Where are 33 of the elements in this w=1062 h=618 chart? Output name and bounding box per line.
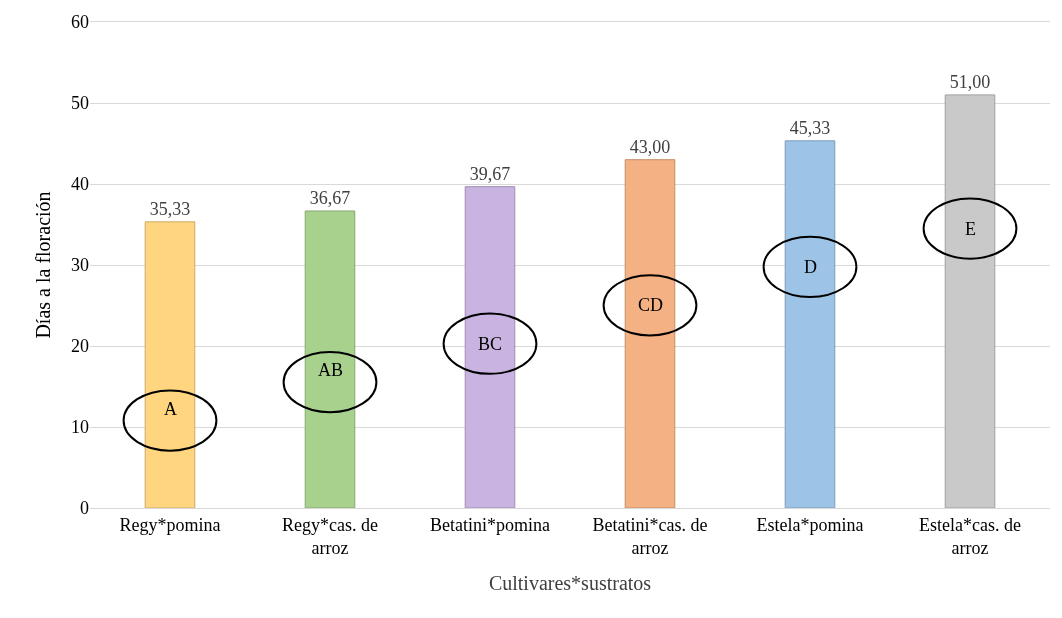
y-tick-label: 20	[71, 336, 89, 357]
annotation: CD	[638, 295, 664, 315]
x-tick-label: Estela*pomina	[756, 514, 864, 535]
data-label: 39,67	[469, 163, 511, 184]
annotation: A	[164, 399, 177, 419]
x-tick-label: Betatini*pomina	[430, 514, 550, 535]
y-tick-label: 0	[80, 498, 89, 519]
annotation: D	[804, 257, 817, 277]
bar	[784, 140, 836, 508]
annotation: BC	[478, 334, 503, 354]
annotation: AB	[318, 360, 344, 380]
x-tick-label: Estela*cas. de arroz	[919, 514, 1021, 558]
x-tick-label: Betatini*cas. de arroz	[592, 514, 708, 558]
bar	[944, 94, 996, 508]
data-label: 36,67	[309, 187, 351, 208]
y-tick-label: 40	[71, 174, 89, 195]
y-tick-label: 10	[71, 417, 89, 438]
x-axis-title: Cultivares*sustratos	[488, 571, 652, 594]
y-tick-label: 60	[71, 12, 89, 33]
y-tick-label: 30	[71, 255, 89, 276]
y-tick-label: 50	[71, 93, 89, 114]
data-label: 51,00	[949, 71, 991, 92]
data-label: 35,33	[149, 198, 191, 219]
x-tick-label: Regy*cas. de arroz	[282, 514, 378, 558]
bar	[144, 221, 196, 508]
bar	[304, 210, 356, 508]
annotation: E	[965, 219, 976, 239]
bar	[464, 186, 516, 508]
x-tick-label: Regy*pomina	[119, 514, 221, 535]
data-label: 45,33	[789, 117, 831, 138]
y-axis-title: Días a la floración	[31, 191, 54, 339]
bar	[624, 159, 676, 508]
data-label: 43,00	[629, 136, 671, 157]
